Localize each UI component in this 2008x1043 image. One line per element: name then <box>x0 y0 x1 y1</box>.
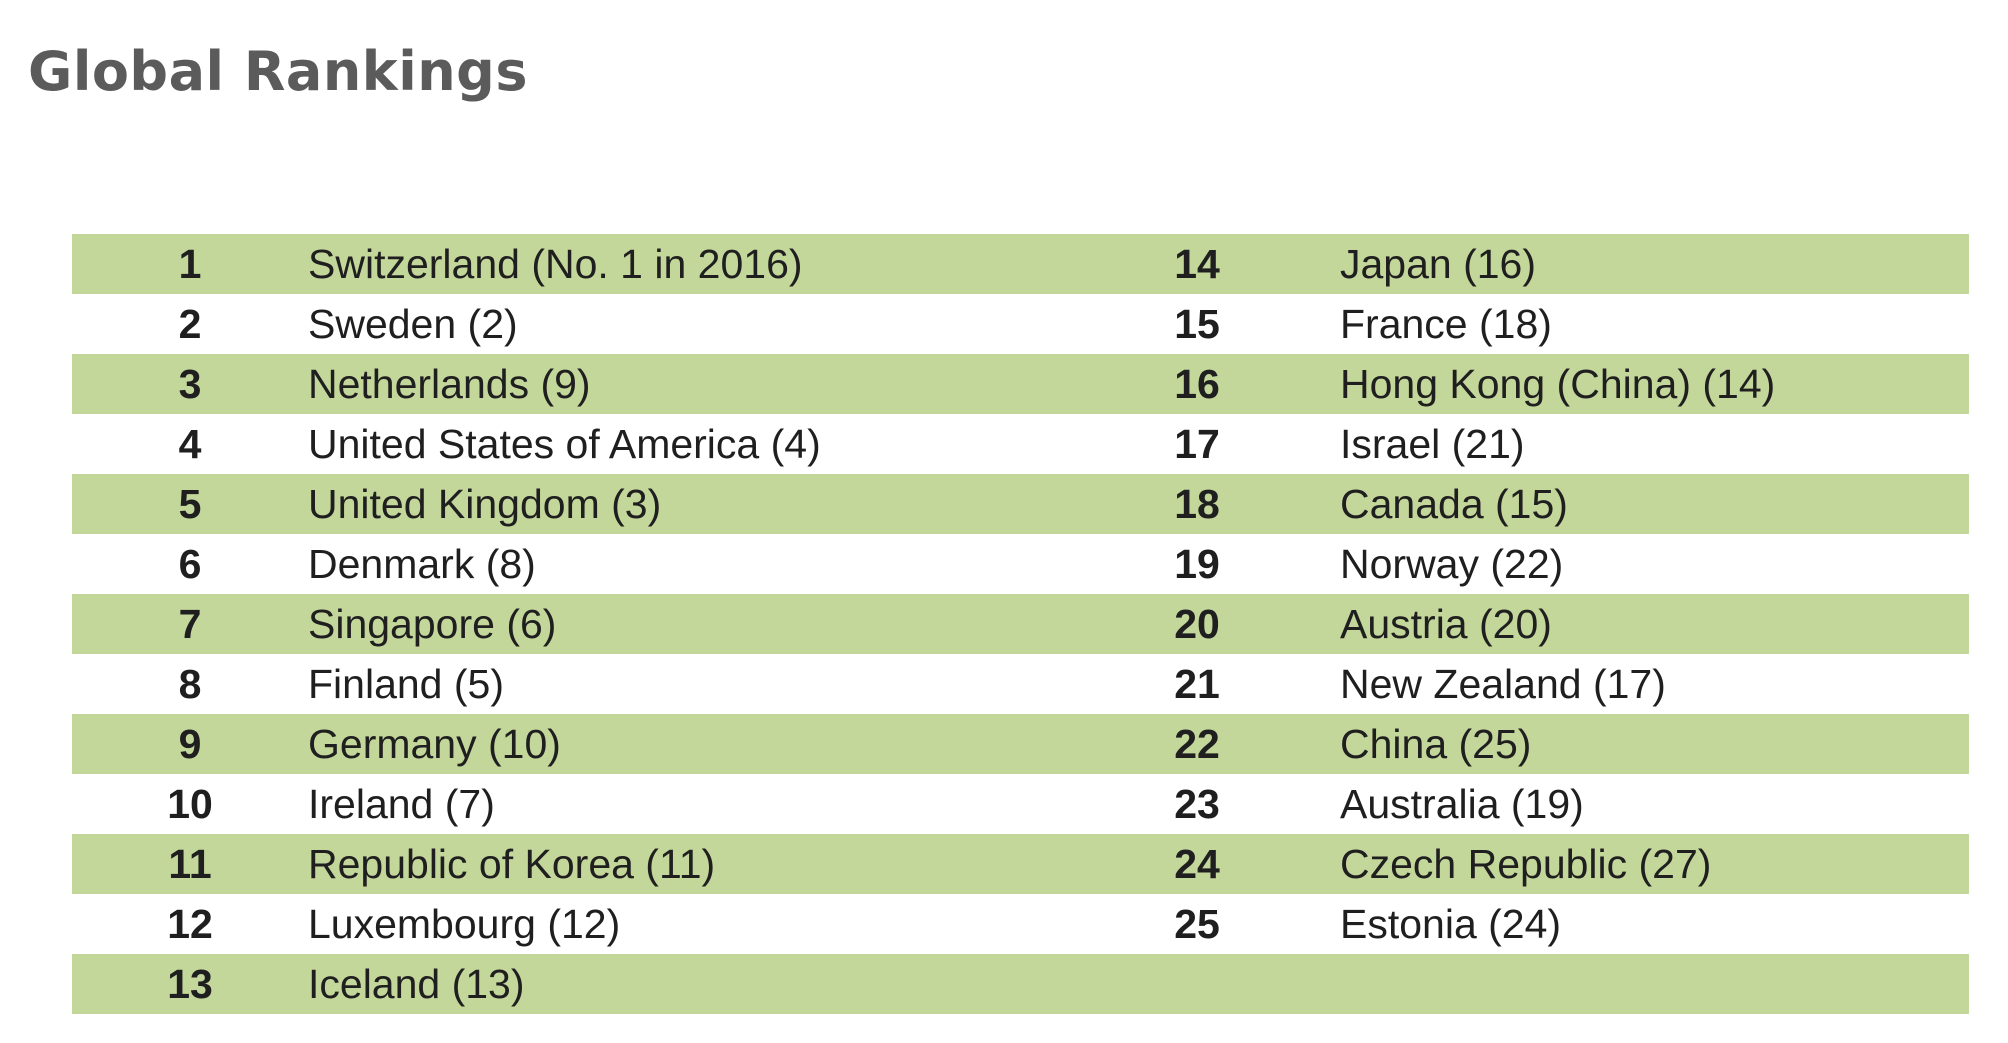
rank-cell: 8 <box>178 660 202 707</box>
table-row: 9 Germany (10) 22 China (25) <box>72 714 1969 774</box>
country-cell: Iceland (13) <box>308 954 1054 1014</box>
country-cell: Luxembourg (12) <box>308 900 621 947</box>
rank-cell: 14 <box>1054 234 1340 294</box>
table-row: 5 United Kingdom (3) 18 Canada (15) <box>72 474 1969 534</box>
country-cell <box>1340 954 1969 1014</box>
country-cell: Czech Republic (27) <box>1340 834 1969 894</box>
rank-cell: 6 <box>178 540 202 587</box>
rank-cell: 3 <box>72 354 308 414</box>
country-cell: Singapore (6) <box>308 594 1054 654</box>
rank-cell: 15 <box>1174 300 1220 347</box>
country-cell: Canada (15) <box>1340 474 1969 534</box>
country-cell: China (25) <box>1340 714 1969 774</box>
country-cell: Australia (19) <box>1340 780 1584 827</box>
rank-cell: 18 <box>1054 474 1340 534</box>
country-cell: Japan (16) <box>1340 234 1969 294</box>
country-cell: Switzerland (No. 1 in 2016) <box>308 234 1054 294</box>
rank-cell: 24 <box>1054 834 1340 894</box>
rank-cell: 17 <box>1174 420 1220 467</box>
rank-cell: 7 <box>72 594 308 654</box>
country-cell: Finland (5) <box>308 660 504 707</box>
country-cell: Norway (22) <box>1340 540 1564 587</box>
table-row: 4 United States of America (4) 17 Israel… <box>72 414 1969 474</box>
rank-cell: 25 <box>1174 900 1220 947</box>
table-row: 10 Ireland (7) 23 Australia (19) <box>72 774 1969 834</box>
rank-cell: 23 <box>1174 780 1220 827</box>
country-cell: Germany (10) <box>308 714 1054 774</box>
table-row: 8 Finland (5) 21 New Zealand (17) <box>72 654 1969 714</box>
rank-cell: 21 <box>1174 660 1220 707</box>
country-cell: Netherlands (9) <box>308 354 1054 414</box>
country-cell: New Zealand (17) <box>1340 660 1666 707</box>
rank-cell: 2 <box>178 300 202 347</box>
country-cell: France (18) <box>1340 300 1552 347</box>
rank-cell <box>1054 954 1340 1014</box>
country-cell: Ireland (7) <box>308 780 495 827</box>
country-cell: Estonia (24) <box>1340 900 1562 947</box>
rankings-table: 1 Switzerland (No. 1 in 2016) 14 Japan (… <box>72 234 1969 1014</box>
country-cell: Austria (20) <box>1340 594 1969 654</box>
rank-cell: 12 <box>167 900 213 947</box>
table-row: 3 Netherlands (9) 16 Hong Kong (China) (… <box>72 354 1969 414</box>
rank-cell: 11 <box>72 834 308 894</box>
table-row: 1 Switzerland (No. 1 in 2016) 14 Japan (… <box>72 234 1969 294</box>
table-row: 11 Republic of Korea (11) 24 Czech Repub… <box>72 834 1969 894</box>
rank-cell: 10 <box>167 780 213 827</box>
country-cell: Sweden (2) <box>308 300 518 347</box>
country-cell: Hong Kong (China) (14) <box>1340 354 1969 414</box>
rank-cell: 13 <box>72 954 308 1014</box>
country-cell: Republic of Korea (11) <box>308 834 1054 894</box>
table-row: 13 Iceland (13) <box>72 954 1969 1014</box>
country-cell: Israel (21) <box>1340 420 1525 467</box>
table-row: 2 Sweden (2) 15 France (18) <box>72 294 1969 354</box>
country-cell: United States of America (4) <box>308 420 821 467</box>
country-cell: Denmark (8) <box>308 540 536 587</box>
table-row: 6 Denmark (8) 19 Norway (22) <box>72 534 1969 594</box>
rank-cell: 1 <box>72 234 308 294</box>
rank-cell: 5 <box>72 474 308 534</box>
page-title: Global Rankings <box>28 40 528 103</box>
table-row: 7 Singapore (6) 20 Austria (20) <box>72 594 1969 654</box>
rank-cell: 16 <box>1054 354 1340 414</box>
rank-cell: 19 <box>1174 540 1220 587</box>
rank-cell: 9 <box>72 714 308 774</box>
table-row: 12 Luxembourg (12) 25 Estonia (24) <box>72 894 1969 954</box>
country-cell: United Kingdom (3) <box>308 474 1054 534</box>
rank-cell: 22 <box>1054 714 1340 774</box>
rank-cell: 20 <box>1054 594 1340 654</box>
rank-cell: 4 <box>178 420 202 467</box>
